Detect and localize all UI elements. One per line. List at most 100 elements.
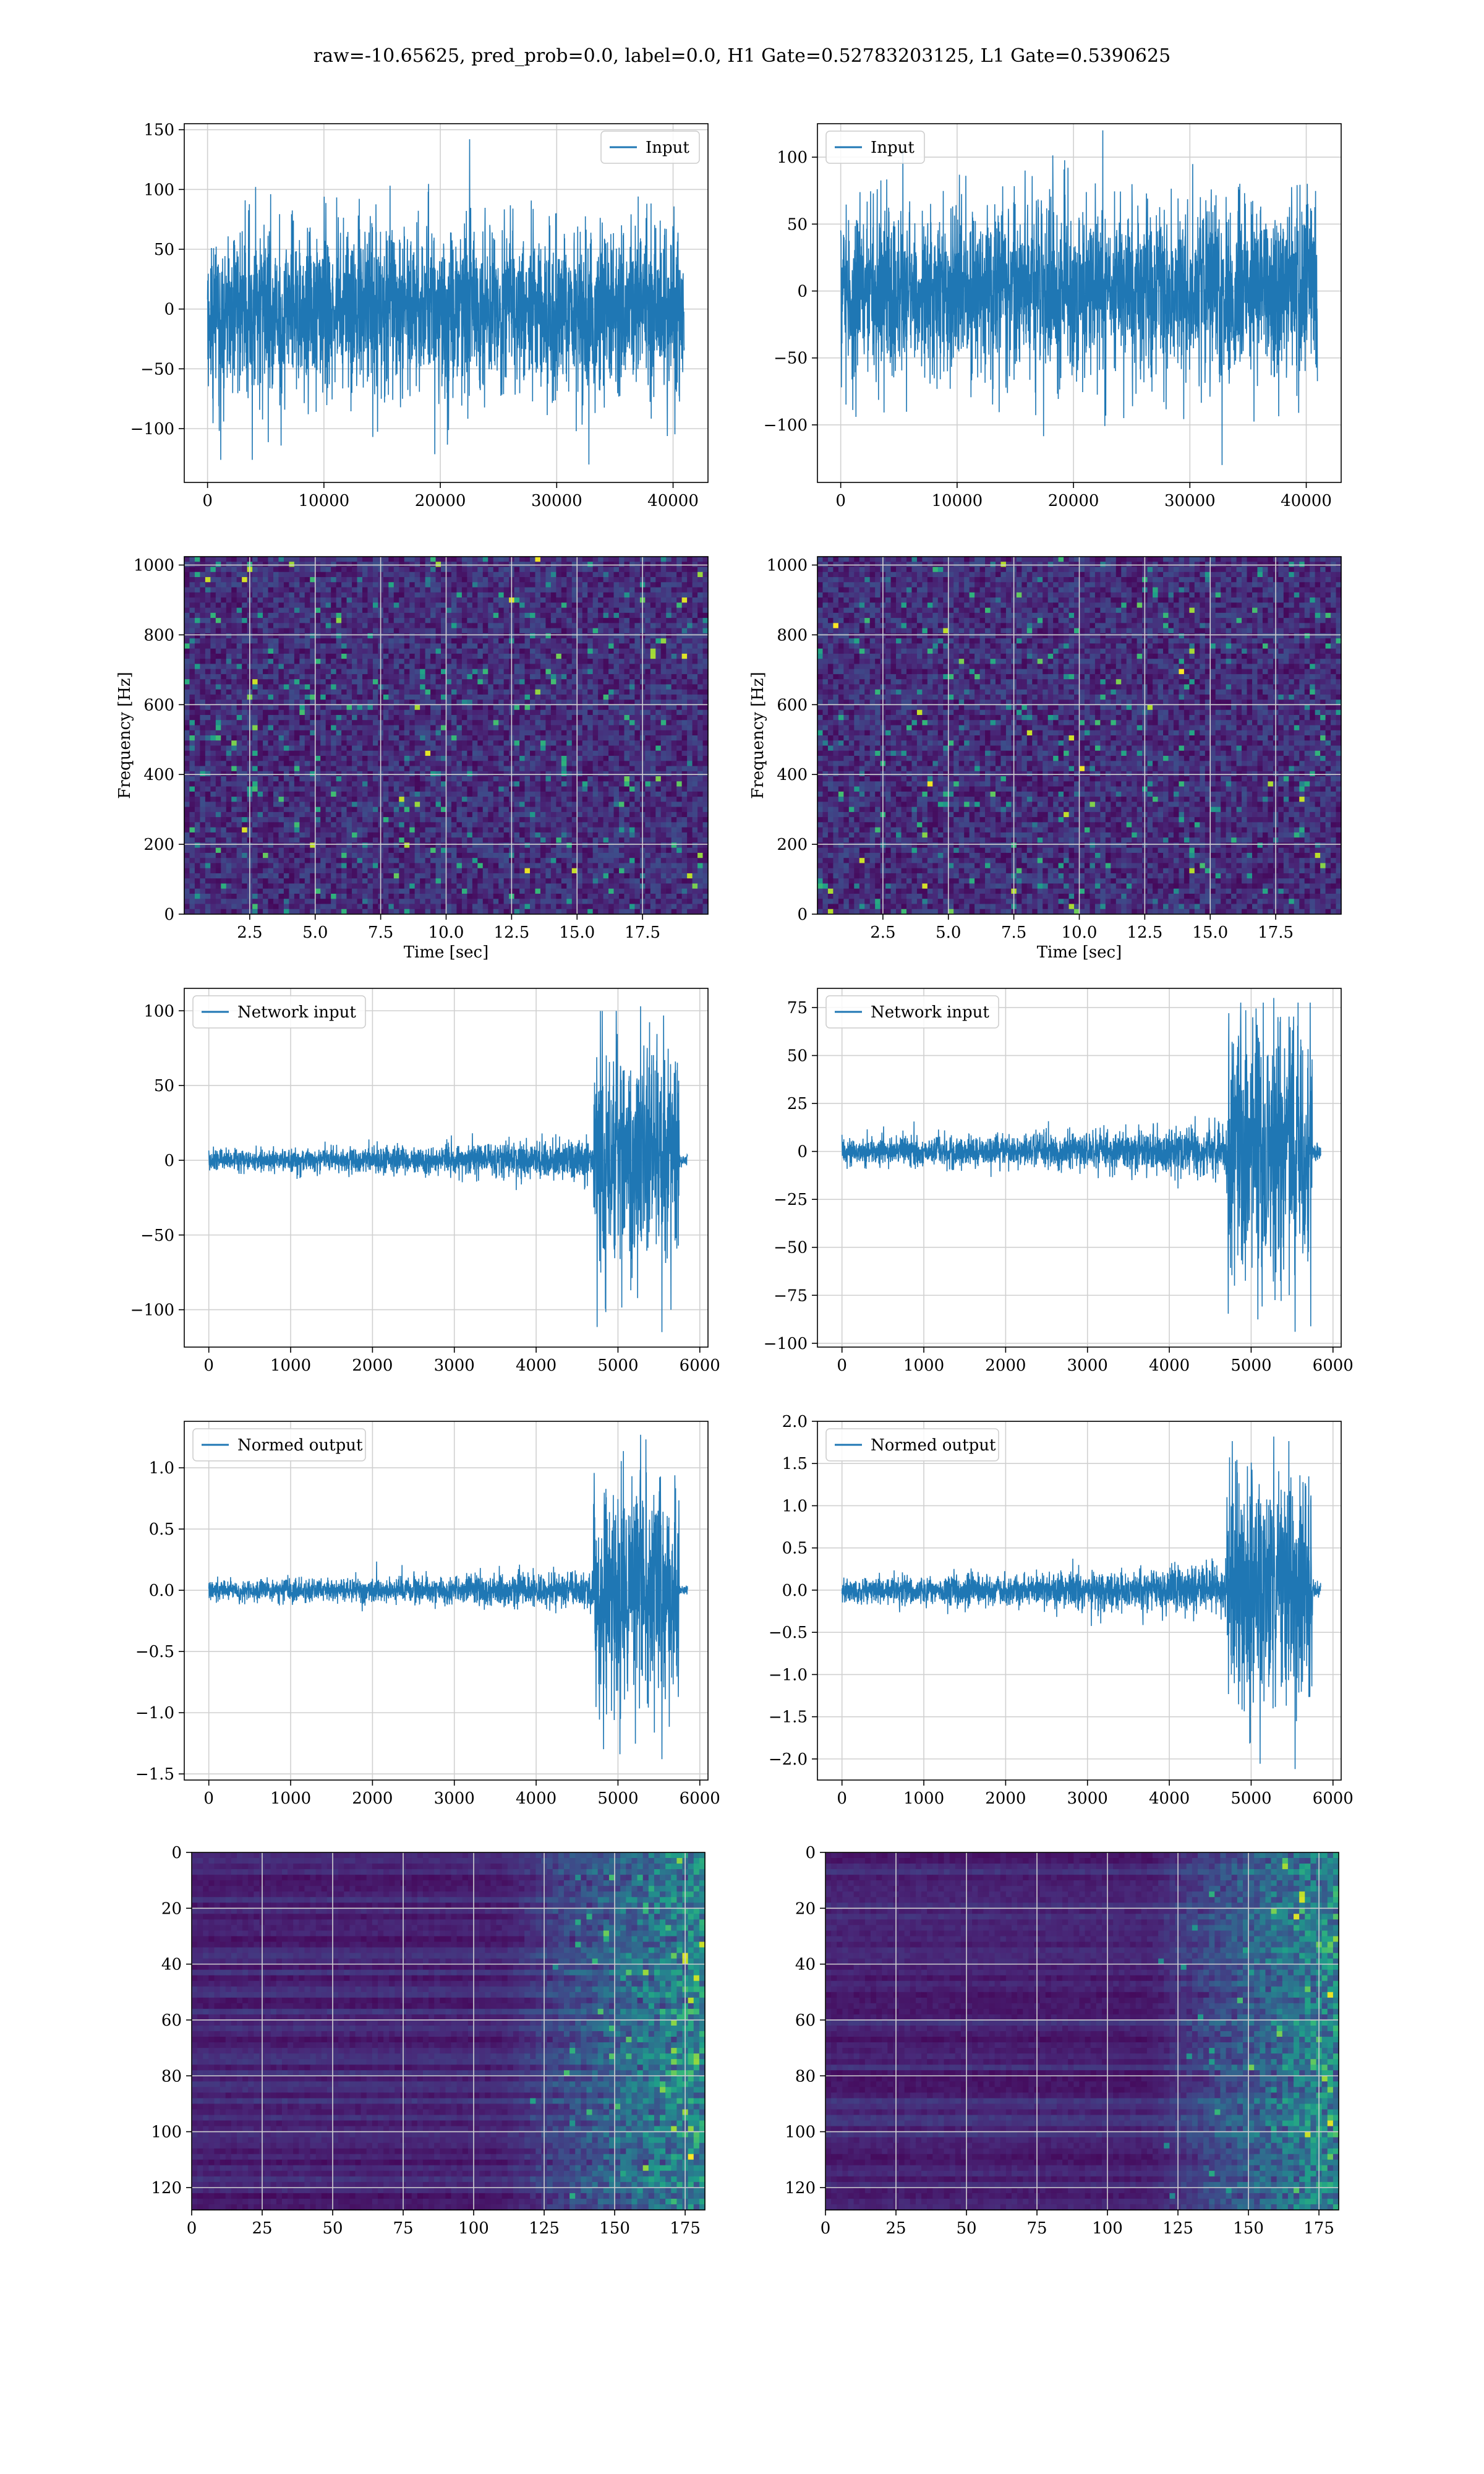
spectrogram-cell: [409, 633, 415, 639]
spectrogram-cell: [676, 664, 682, 669]
spectrogram-cell: [488, 628, 493, 634]
spectrogram-cell: [352, 776, 357, 782]
spectrogram-cell: [566, 710, 572, 716]
spectrogram-cell: [231, 695, 237, 700]
spectrogram-cell: [545, 715, 551, 721]
spectrogram-cell: [624, 674, 629, 680]
spectrogram-cell: [624, 751, 629, 756]
spectrogram-cell: [320, 751, 326, 756]
spectrogram-cell: [226, 730, 232, 736]
spectrogram-cell: [331, 618, 336, 623]
spectrogram-cell: [566, 588, 572, 593]
spectrogram-cell: [488, 602, 493, 608]
spectrogram-cell: [284, 669, 289, 675]
spectrogram-cell: [305, 725, 310, 730]
spectrogram-cell: [263, 557, 268, 562]
spectrogram-cell: [226, 628, 232, 634]
spectrogram-cell: [404, 761, 410, 766]
spectrogram-cell: [326, 633, 331, 639]
spectrogram-cell: [200, 593, 205, 598]
spectrogram-cell: [425, 623, 431, 628]
spectrogram-cell: [367, 761, 373, 766]
spectrogram-cell: [451, 623, 457, 628]
spectrogram-cell: [545, 572, 551, 578]
spectrogram-cell: [420, 618, 425, 623]
spectrogram-cell: [483, 608, 488, 614]
spectrogram-cell: [446, 633, 452, 639]
spectrogram-cell: [273, 633, 279, 639]
spectrogram-cell: [598, 582, 603, 588]
spectrogram-cell: [582, 659, 588, 664]
spectrogram-cell: [540, 735, 546, 741]
spectrogram-cell: [697, 674, 703, 680]
spectrogram-cell: [514, 710, 520, 716]
spectrogram-cell: [540, 664, 546, 669]
spectrogram-cell: [263, 638, 268, 644]
spectrogram-cell: [650, 746, 656, 751]
spectrogram-cell: [237, 562, 242, 567]
spectrogram-cell: [446, 695, 452, 700]
spectrogram-cell: [498, 776, 504, 782]
spectrogram-cell: [258, 628, 263, 634]
spectrogram-cell: [415, 582, 420, 588]
spectrogram-cell: [409, 695, 415, 700]
spectrogram-cell: [268, 664, 274, 669]
spectrogram-cell: [189, 690, 195, 695]
spectrogram-cell: [530, 730, 535, 736]
spectrogram-cell: [420, 674, 425, 680]
spectrogram-cell: [593, 674, 599, 680]
spectrogram-cell: [258, 643, 263, 649]
spectrogram-cell: [582, 771, 588, 777]
spectrogram-cell: [603, 588, 609, 593]
spectrogram-cell: [415, 751, 420, 756]
spectrogram-cell: [299, 557, 305, 562]
spectrogram-cell: [451, 649, 457, 654]
spectrogram-cell: [409, 746, 415, 751]
spectrogram-cell: [593, 761, 599, 766]
spectrogram-cell: [189, 715, 195, 721]
spectrogram-cell: [210, 643, 216, 649]
spectrogram-cell: [556, 664, 561, 669]
spectrogram-cell: [331, 562, 336, 567]
spectrogram-cell: [299, 695, 305, 700]
spectrogram-cell: [587, 567, 593, 573]
spectrogram-cell: [284, 602, 289, 608]
spectrogram-cell: [415, 674, 420, 680]
spectrogram-cell: [619, 771, 625, 777]
spectrogram-cell: [446, 628, 452, 634]
spectrogram-cell: [582, 746, 588, 751]
spectrogram-cell: [357, 740, 363, 746]
spectrogram-cell: [305, 588, 310, 593]
spectrogram-cell: [409, 766, 415, 772]
spectrogram-cell: [525, 649, 531, 654]
spectrogram-cell: [530, 725, 535, 730]
spectrogram-cell: [682, 602, 688, 608]
spectrogram-cell: [493, 638, 499, 644]
spectrogram-cell: [331, 704, 336, 710]
spectrogram-cell: [305, 730, 310, 736]
spectrogram-cell: [666, 690, 672, 695]
spectrogram-cell: [634, 674, 640, 680]
spectrogram-cell: [420, 638, 425, 644]
spectrogram-cell: [305, 669, 310, 675]
spectrogram-cell: [326, 730, 331, 736]
spectrogram-cell: [242, 659, 247, 664]
spectrogram-cell: [519, 725, 525, 730]
spectrogram-cell: [477, 730, 483, 736]
spectrogram-cell: [661, 674, 667, 680]
spectrogram-cell: [252, 649, 258, 654]
spectrogram-cell: [305, 567, 310, 573]
spectrogram-cell: [336, 623, 342, 628]
y-tick-label: −100: [764, 416, 808, 435]
spectrogram-cell: [530, 715, 535, 721]
spectrogram-cell: [467, 684, 472, 690]
spectrogram-cell: [200, 776, 205, 782]
spectrogram-cell: [305, 597, 310, 603]
spectrogram-cell: [436, 766, 441, 772]
spectrogram-cell: [456, 582, 462, 588]
spectrogram-cell: [624, 756, 629, 761]
spectrogram-cell: [415, 557, 420, 562]
spectrogram-cell: [388, 771, 394, 777]
spectrogram-cell: [593, 602, 599, 608]
spectrogram-cell: [367, 608, 373, 614]
